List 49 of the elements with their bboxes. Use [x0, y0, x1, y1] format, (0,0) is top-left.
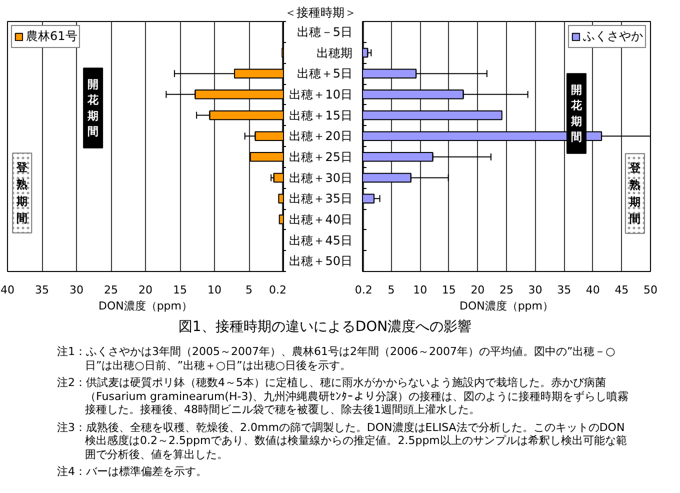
x-tick-label: 45 — [614, 284, 629, 296]
y-tick-label: 出穂＋25日 — [289, 150, 353, 164]
text: 注1：ふくさやかは3年間（2005～2007年）、農林61号は2年間（2006～2007年）の平均値。図中の”出穂－○日”は出穂○日前、”出穂＋○日”は出穂○日後を示す。 — [57, 345, 616, 372]
x-tick-label: 35 — [35, 284, 49, 296]
annotation: 登熟期間 — [628, 162, 642, 226]
text: 注3：成熟後、全穂を収穫、乾燥後、2.0mmの篩で調製した。DON濃度はELISA法で分析した。このキットのDON検出感度は0.2～2.5ppmであり、数値は検量線からの推定値。2.5ppm以上のサンプルは希釈し検出可能な範囲で分析後、値を算出した。 — [57, 420, 628, 461]
x-tick-label: 50 — [644, 284, 658, 296]
x-axis-title: DON濃度（ppm） — [459, 300, 554, 312]
x-tick-label: 5 — [246, 284, 252, 296]
text: 図1、接種時期の違いによるDON濃度への影響 — [178, 318, 472, 337]
y-tick-label: 出穂＋35日 — [289, 192, 353, 206]
x-tick-label: 15 — [173, 284, 187, 296]
y-tick-label: 出穂＋50日 — [289, 254, 353, 268]
y-tick-label: 出穂＋5日 — [296, 66, 353, 81]
x-tick-label: 0.2 — [354, 284, 372, 296]
x-tick-label: 40 — [586, 284, 600, 296]
y-tick-label: 出穂期 — [316, 46, 352, 60]
x-tick-label: 40 — [0, 284, 14, 296]
y-tick-label: 出穂＋20日 — [289, 129, 353, 144]
legend-label: 農林61号 — [26, 28, 78, 45]
x-tick-label: 25 — [104, 284, 118, 296]
x-tick-label: 10 — [208, 284, 222, 296]
x-tick-label: 10 — [413, 284, 428, 296]
annotation: 開花期間 — [86, 78, 100, 138]
annotation: 登熟期間 — [16, 161, 29, 225]
y-tick-label: 出穂－5日 — [296, 24, 353, 39]
annotation: 開花期間 — [570, 84, 583, 144]
x-tick-label: 30 — [528, 284, 542, 296]
x-tick-label: 25 — [500, 284, 514, 296]
x-tick-label: 35 — [557, 284, 572, 296]
bar — [250, 152, 284, 162]
bar — [278, 194, 284, 204]
x-tick-label: 15 — [442, 284, 456, 296]
x-tick-label: 20 — [138, 284, 152, 296]
x-tick-label: 20 — [470, 284, 485, 296]
x-axis-title: DON濃度（ppm） — [98, 300, 193, 312]
y-tick-label: 出穂＋30日 — [289, 170, 353, 185]
y-tick-label: 出穂＋45日 — [289, 233, 353, 248]
legend-label: ふくさやか — [583, 28, 643, 45]
y-axis-title: ＜接種時期＞ — [284, 6, 356, 20]
text: 注2：供試麦は硬質ポリ鉢（穂数4～5本）に定植し、穂に雨水がかからないよう施設内で栽培した。赤かび病菌（Fusarium graminearum(H-3)、九州沖縄農研ｾﾝﾀｰより分譲）の接種は、図のように接種時期をずらし噴霧接種した。接種後、48時間ビニル袋で穂を被覆し、除去後1週間頭上灌水した。 — [57, 376, 630, 416]
bar — [362, 110, 502, 120]
x-tick-label: 0.2 — [269, 284, 287, 296]
y-tick-label: 出穂＋40日 — [289, 212, 353, 226]
text: 注4：バーは標準偏差を示す。 — [57, 465, 208, 478]
x-tick-label: 30 — [70, 284, 84, 296]
y-tick-label: 出穂＋10日 — [289, 87, 353, 102]
y-tick-label: 出穂＋15日 — [289, 108, 353, 122]
x-tick-label: 5 — [388, 284, 395, 296]
